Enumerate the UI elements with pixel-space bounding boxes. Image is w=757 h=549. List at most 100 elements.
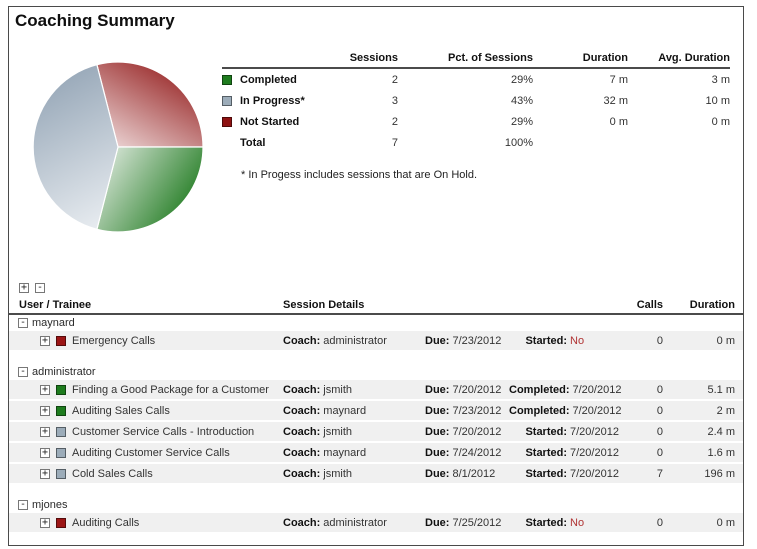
status-label: Started: [525,516,567,529]
summary-row-label: In Progress* [240,94,305,107]
status-square-icon [56,447,66,458]
summary-col-duration: Duration [582,52,628,64]
duration-value: 1.6 m [707,446,735,459]
report-page: Coaching Summary Sessions [8,6,744,546]
status-square-icon [56,426,66,437]
group-name: maynard [32,317,75,329]
group-header: - maynard [9,315,743,331]
due-label: Due: [425,334,450,347]
pie-slice-completed [96,146,204,233]
col-user-trainee: User / Trainee [19,299,92,311]
group-name: administrator [32,366,96,378]
summary-row-label: Completed [240,73,297,86]
coach-value: jsmith [323,383,353,396]
session-title: Auditing Customer Service Calls [72,446,230,459]
summary-avg-value: 10 m [705,94,730,107]
collapse-group-icon[interactable]: - [18,317,28,328]
duration-value: 196 m [704,467,735,480]
summary-col-avg-duration: Avg. Duration [658,52,730,64]
due-value: 7/20/2012 [452,383,502,396]
collapse-group-icon[interactable]: - [18,366,28,377]
expand-all-icon[interactable]: + [19,282,29,293]
trainee-group-mjones: - mjones + Auditing Calls Coach: administ… [9,497,743,532]
coach-label: Coach: [283,425,321,438]
page-title: Coaching Summary [15,11,175,30]
tree-controls: + - [9,283,743,295]
detail-header-row: User / Trainee Session Details Calls Dur… [9,297,743,315]
calls-value: 7 [656,467,663,480]
duration-value: 0 m [716,334,735,347]
due-value: 7/25/2012 [452,516,502,529]
coach-value: administrator [323,334,387,347]
status-value: 7/20/2012 [570,467,619,480]
expand-session-icon[interactable]: + [40,383,50,395]
session-row: + Emergency Calls Coach: administrator Du… [9,331,743,350]
status-value: 7/20/2012 [570,425,619,438]
expand-session-icon[interactable]: + [40,446,50,458]
session-row: + Customer Service Calls - Introduction … [9,422,743,441]
summary-sessions-value: 3 [391,94,398,107]
duration-value: 2 m [716,404,735,417]
session-title: Customer Service Calls - Introduction [72,425,255,438]
summary-pct-value: 29% [510,73,533,86]
status-label: Started: [525,425,567,438]
summary-sessions-value: 2 [391,115,398,128]
session-row: + Auditing Customer Service Calls Coach:… [9,443,743,462]
coach-value: jsmith [323,467,353,480]
collapse-group-icon[interactable]: - [18,499,28,510]
due-label: Due: [425,446,450,459]
status-value: 7/20/2012 [572,404,622,417]
coach-label: Coach: [283,467,321,480]
status-label: Started: [525,467,567,480]
session-title: Auditing Sales Calls [72,404,170,417]
summary-row-completed: Completed 2 29% 7 m 3 m [222,69,730,90]
summary-table: Sessions Pct. of Sessions Duration Avg. … [222,50,730,181]
summary-row-not-started: Not Started 2 29% 0 m 0 m [222,111,730,132]
summary-avg-value: 0 m [711,115,730,128]
calls-value: 0 [656,446,663,459]
group-header: - mjones [9,497,743,513]
trainee-group-administrator: - administrator + Finding a Good Package… [9,364,743,483]
due-label: Due: [425,425,450,438]
coach-label: Coach: [283,516,321,529]
status-square-icon [56,335,66,346]
status-label: Completed: [509,383,570,396]
status-value: No [570,516,585,529]
status-label: Completed: [509,404,570,417]
col-session-details: Session Details [283,299,365,311]
trainee-group-maynard: - maynard + Emergency Calls Coach: admini… [9,315,743,350]
group-name: mjones [32,499,68,511]
coach-value: maynard [323,404,367,417]
group-header: - administrator [9,364,743,380]
calls-value: 0 [656,516,663,529]
collapse-all-icon[interactable]: - [35,282,46,293]
coach-value: maynard [323,446,367,459]
status-value: 7/20/2012 [570,446,619,459]
summary-header-row: Sessions Pct. of Sessions Duration Avg. … [222,50,730,69]
expand-session-icon[interactable]: + [40,404,50,416]
summary-row-total: Total 7 100% [222,132,730,153]
status-square-icon [56,517,66,528]
detail-table: + - User / Trainee Session Details Calls… [9,283,743,534]
status-square-icon [56,384,66,395]
summary-col-sessions: Sessions [349,52,398,64]
session-title: Auditing Calls [72,516,140,529]
expand-session-icon[interactable]: + [40,516,50,528]
expand-session-icon[interactable]: + [40,467,50,479]
due-value: 7/20/2012 [452,425,502,438]
expand-session-icon[interactable]: + [40,334,50,346]
expand-session-icon[interactable]: + [40,425,50,437]
legend-swatch-in-progress-icon [222,95,232,106]
due-value: 7/23/2012 [452,334,502,347]
status-square-icon [56,405,66,416]
summary-total-sessions: 7 [391,136,398,149]
sessions-pie-chart [31,60,205,234]
coach-value: administrator [323,516,387,529]
legend-swatch-completed-icon [222,74,232,85]
pie-slice-in-progress [32,63,119,231]
session-row: + Auditing Sales Calls Coach: maynard Due… [9,401,743,420]
due-label: Due: [425,467,450,480]
legend-swatch-not-started-icon [222,116,232,127]
session-title: Emergency Calls [72,334,156,347]
coach-label: Coach: [283,404,321,417]
